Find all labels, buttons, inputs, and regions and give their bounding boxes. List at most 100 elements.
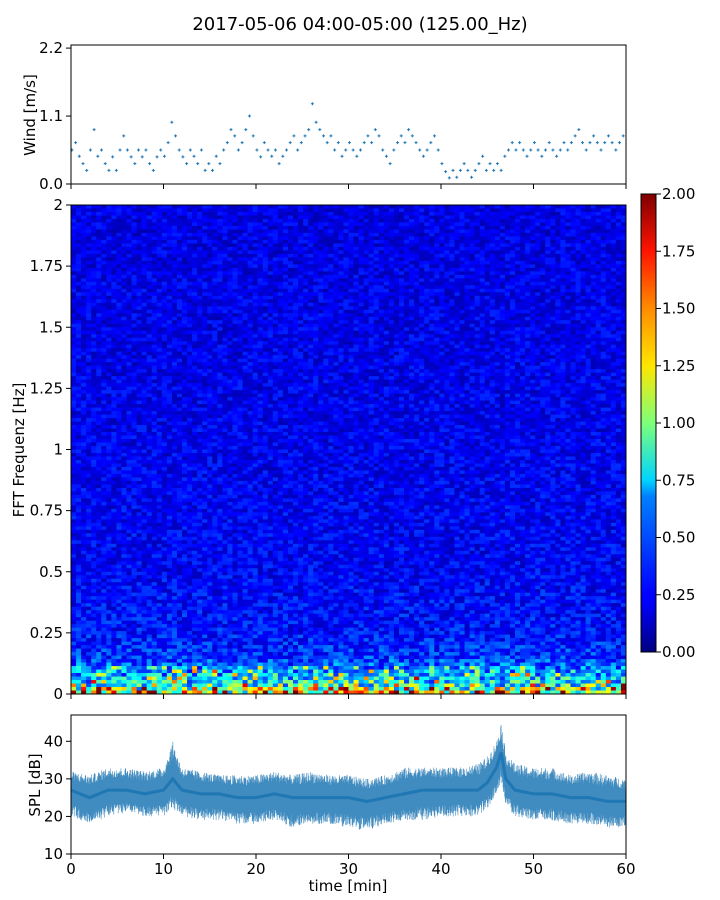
spectrogram-cell	[530, 285, 536, 290]
spectrogram-cell	[298, 208, 304, 213]
spectrogram-cell	[242, 267, 248, 272]
spectrogram-cell	[615, 211, 622, 216]
spectrogram-cell	[187, 327, 193, 332]
spectrogram-cell	[363, 215, 370, 220]
spectrogram-cell	[81, 274, 87, 279]
spectrogram-cell	[101, 334, 107, 339]
spectrogram-cell	[535, 243, 541, 248]
spectrogram-cell	[600, 292, 607, 297]
spectrogram-cell	[227, 274, 233, 279]
wind-point	[122, 134, 126, 138]
spectrogram-cell	[227, 229, 233, 234]
spectrogram-cell	[620, 246, 627, 251]
spectrogram-cell	[217, 320, 223, 325]
spectrogram-cell	[484, 344, 491, 349]
spectrogram-cell	[383, 348, 390, 353]
spectrogram-cell	[202, 229, 208, 234]
spectrogram-cell	[535, 246, 541, 251]
spectrogram-cell	[580, 222, 587, 227]
spectrogram-cell	[328, 222, 334, 227]
spectrogram-cell	[363, 267, 370, 272]
spectrogram-cell	[192, 313, 198, 318]
spectrogram-cell	[207, 246, 213, 251]
spectrogram-cell	[257, 323, 264, 328]
spectrogram-cell	[197, 229, 203, 234]
spectrogram-cell	[308, 316, 314, 321]
spectrogram-cell	[449, 218, 455, 223]
spectrogram-cell	[272, 309, 279, 314]
spectrogram-cell	[479, 299, 486, 304]
spectrogram-cell	[217, 334, 223, 339]
spectrogram-cell	[580, 330, 587, 335]
spectrogram-cell	[353, 257, 359, 262]
spectrogram-cell	[368, 264, 375, 269]
spectrogram-cell	[409, 215, 415, 220]
spectrogram-cell	[303, 327, 309, 332]
spectrogram-cell	[414, 267, 420, 272]
spectrogram-cell	[540, 292, 546, 297]
spectrogram-cell	[575, 257, 581, 262]
spectrogram-cell	[91, 348, 97, 353]
spectrogram-cell	[237, 218, 243, 223]
spectrogram-cell	[409, 274, 415, 279]
spectrogram-cell	[76, 239, 82, 244]
spectrogram-cell	[182, 239, 188, 244]
spectrogram-cell	[71, 229, 77, 234]
spectrogram-cell	[348, 205, 354, 209]
spectrogram-cell	[404, 271, 410, 276]
spectrogram-cell	[353, 243, 359, 248]
spectrogram-cell	[257, 239, 264, 244]
spectrogram-cell	[217, 208, 223, 213]
spectrogram-cell	[106, 253, 112, 258]
spectrogram-cell	[560, 316, 566, 321]
spectrogram-cell	[570, 323, 576, 328]
spectrogram-cell	[388, 313, 395, 318]
spectrogram-cell	[298, 257, 304, 262]
spectrogram-cell	[237, 330, 243, 335]
spectrogram-cell	[530, 351, 536, 356]
spectrogram-cell	[166, 205, 173, 209]
spectrogram-cell	[192, 348, 198, 353]
spectrogram-cell	[585, 208, 592, 213]
spectrogram-cell	[86, 229, 92, 234]
spectrogram-cell	[469, 205, 476, 209]
spectrogram-cell	[494, 302, 501, 307]
spectrogram-cell	[71, 208, 77, 213]
spectrogram-cell	[232, 278, 238, 283]
spectrogram-cell	[550, 253, 556, 258]
spectrogram-cell	[96, 257, 102, 262]
spectrogram-cell	[479, 205, 486, 209]
spectrogram-cell	[76, 225, 82, 230]
spectrogram-cell	[540, 302, 546, 307]
spectrogram-cell	[197, 211, 203, 216]
spectrogram-cell	[333, 348, 339, 353]
spectrogram-cell	[459, 285, 465, 290]
spectrogram-cell	[267, 302, 274, 307]
spectrogram-cell	[358, 323, 365, 328]
spectrogram-cell	[560, 253, 566, 258]
spectrogram-cell	[267, 271, 274, 276]
spectrogram-cell	[303, 344, 309, 349]
spectrogram-cell	[141, 285, 148, 290]
spectrogram-cell	[499, 246, 506, 251]
spectrogram-cell	[333, 288, 339, 293]
spectrogram-cell	[318, 205, 324, 209]
spectrogram-cell	[192, 306, 198, 311]
spectrogram-cell	[610, 306, 617, 311]
spectrogram-cell	[192, 239, 198, 244]
spectrogram-cell	[474, 306, 481, 311]
spectrogram-cell	[590, 267, 597, 272]
spectrogram-cell	[575, 229, 581, 234]
spectrogram-cell	[509, 351, 516, 356]
spectrogram-cell	[464, 243, 470, 248]
spectrogram-cell	[540, 260, 546, 265]
spectrogram-cell	[343, 274, 349, 279]
spectrogram-cell	[530, 222, 536, 227]
spectrogram-cell	[156, 215, 163, 220]
spectrogram-cell	[156, 285, 163, 290]
spectrogram-cell	[202, 292, 208, 297]
spectrogram-cell	[439, 327, 445, 332]
spectrogram-cell	[409, 260, 415, 265]
spectrogram-cell	[237, 341, 243, 346]
spectrogram-cell	[404, 232, 410, 237]
